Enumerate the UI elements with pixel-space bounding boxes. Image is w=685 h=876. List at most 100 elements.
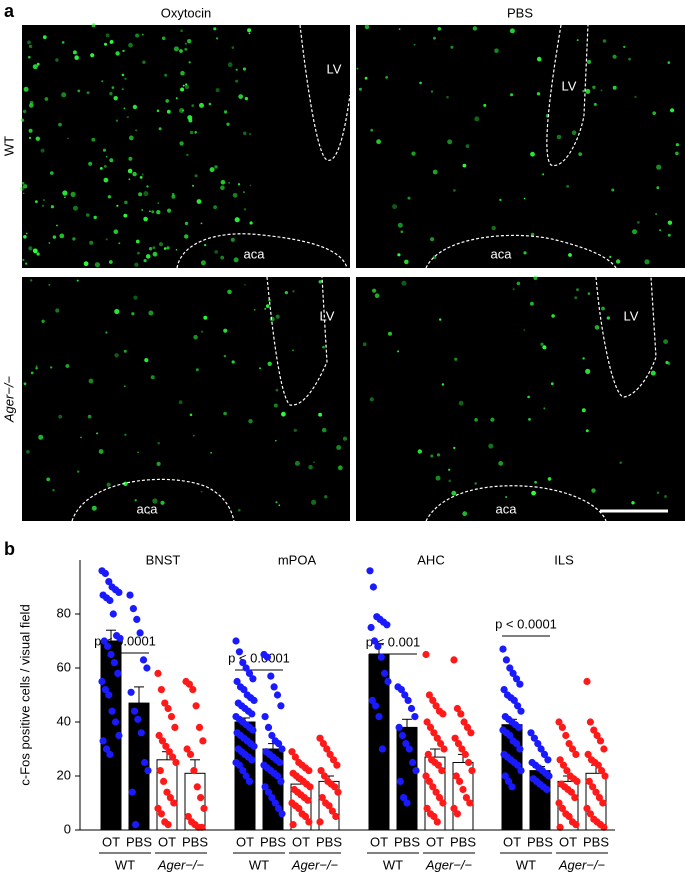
cell xyxy=(171,192,175,196)
cell xyxy=(665,360,669,365)
cell xyxy=(248,419,253,424)
cell xyxy=(530,301,534,306)
cell xyxy=(23,235,27,239)
data-point xyxy=(565,740,573,748)
data-point xyxy=(423,804,431,813)
cell xyxy=(98,449,104,454)
cell xyxy=(35,365,38,368)
cell xyxy=(139,176,143,179)
data-point xyxy=(167,713,176,721)
cell xyxy=(401,280,407,286)
cell xyxy=(615,259,621,264)
cell xyxy=(149,210,151,213)
cell xyxy=(447,139,453,145)
cell xyxy=(179,49,183,53)
cell xyxy=(142,60,146,64)
cell xyxy=(83,261,89,267)
cell xyxy=(248,32,251,35)
cell xyxy=(105,331,108,334)
x-tick-label: PBS xyxy=(583,834,609,849)
cell xyxy=(200,490,203,493)
cell xyxy=(551,314,555,318)
cell xyxy=(433,36,436,40)
cell xyxy=(175,248,178,251)
cell xyxy=(376,139,381,145)
cell xyxy=(474,116,480,122)
cell xyxy=(41,319,45,323)
cell xyxy=(93,215,97,220)
cell xyxy=(189,130,194,135)
cell xyxy=(223,328,228,333)
cell xyxy=(336,445,342,450)
cell xyxy=(220,255,225,260)
cell xyxy=(137,451,139,454)
cell xyxy=(675,143,679,147)
cell xyxy=(171,194,176,199)
cell xyxy=(397,222,403,228)
x-tick-label: OT xyxy=(426,834,444,849)
cell xyxy=(203,315,208,320)
cell xyxy=(591,488,596,493)
cell xyxy=(238,508,241,512)
cell xyxy=(509,28,515,34)
cell xyxy=(150,375,155,380)
data-point xyxy=(141,758,149,767)
data-point xyxy=(425,777,433,786)
cell xyxy=(50,171,54,175)
cell xyxy=(576,288,579,292)
cell xyxy=(124,433,127,436)
cell xyxy=(227,289,232,295)
cell xyxy=(195,368,199,372)
group-label: WT xyxy=(249,857,269,872)
data-point xyxy=(450,656,458,664)
cell xyxy=(437,27,442,31)
cell xyxy=(242,67,247,71)
cell xyxy=(656,164,662,170)
cell xyxy=(400,230,404,233)
data-point xyxy=(278,745,286,753)
data-point xyxy=(278,810,286,818)
data-point xyxy=(261,783,269,791)
data-point xyxy=(289,821,297,829)
data-point xyxy=(424,750,432,759)
cell xyxy=(540,342,544,346)
data-point xyxy=(169,753,177,761)
x-tick-label: OT xyxy=(236,834,254,849)
cell xyxy=(113,96,118,101)
data-point xyxy=(268,794,276,802)
cell xyxy=(21,181,25,185)
cell xyxy=(192,434,195,437)
data-point xyxy=(398,731,407,740)
cell xyxy=(134,499,137,502)
cell xyxy=(516,281,521,286)
cell xyxy=(108,260,113,264)
y-tick-label: 40 xyxy=(57,713,71,728)
data-point xyxy=(395,723,403,732)
cell xyxy=(52,489,55,492)
cell xyxy=(582,90,585,93)
cell xyxy=(184,42,187,45)
data-point xyxy=(126,591,134,599)
cell xyxy=(220,185,225,191)
data-point xyxy=(331,783,339,791)
cell xyxy=(58,122,62,127)
data-point xyxy=(510,696,518,705)
chart: 0 20 40 60 80 BNST p < 0.0001 OT PBS OT PBS WT Ager−… xyxy=(57,552,615,872)
data-point xyxy=(558,723,567,732)
cell xyxy=(430,90,434,93)
cell xyxy=(533,276,538,280)
cell xyxy=(462,511,468,517)
data-point xyxy=(439,799,447,807)
cell xyxy=(184,48,187,51)
data-point xyxy=(401,691,409,699)
cell xyxy=(321,427,327,433)
cell xyxy=(656,491,660,494)
cell xyxy=(223,411,227,416)
x-tick-label: OT xyxy=(559,834,577,849)
cell xyxy=(72,237,76,241)
data-point xyxy=(402,740,410,748)
cell xyxy=(612,85,617,90)
data-point xyxy=(184,812,192,821)
data-point xyxy=(128,788,136,796)
data-point xyxy=(368,696,376,705)
